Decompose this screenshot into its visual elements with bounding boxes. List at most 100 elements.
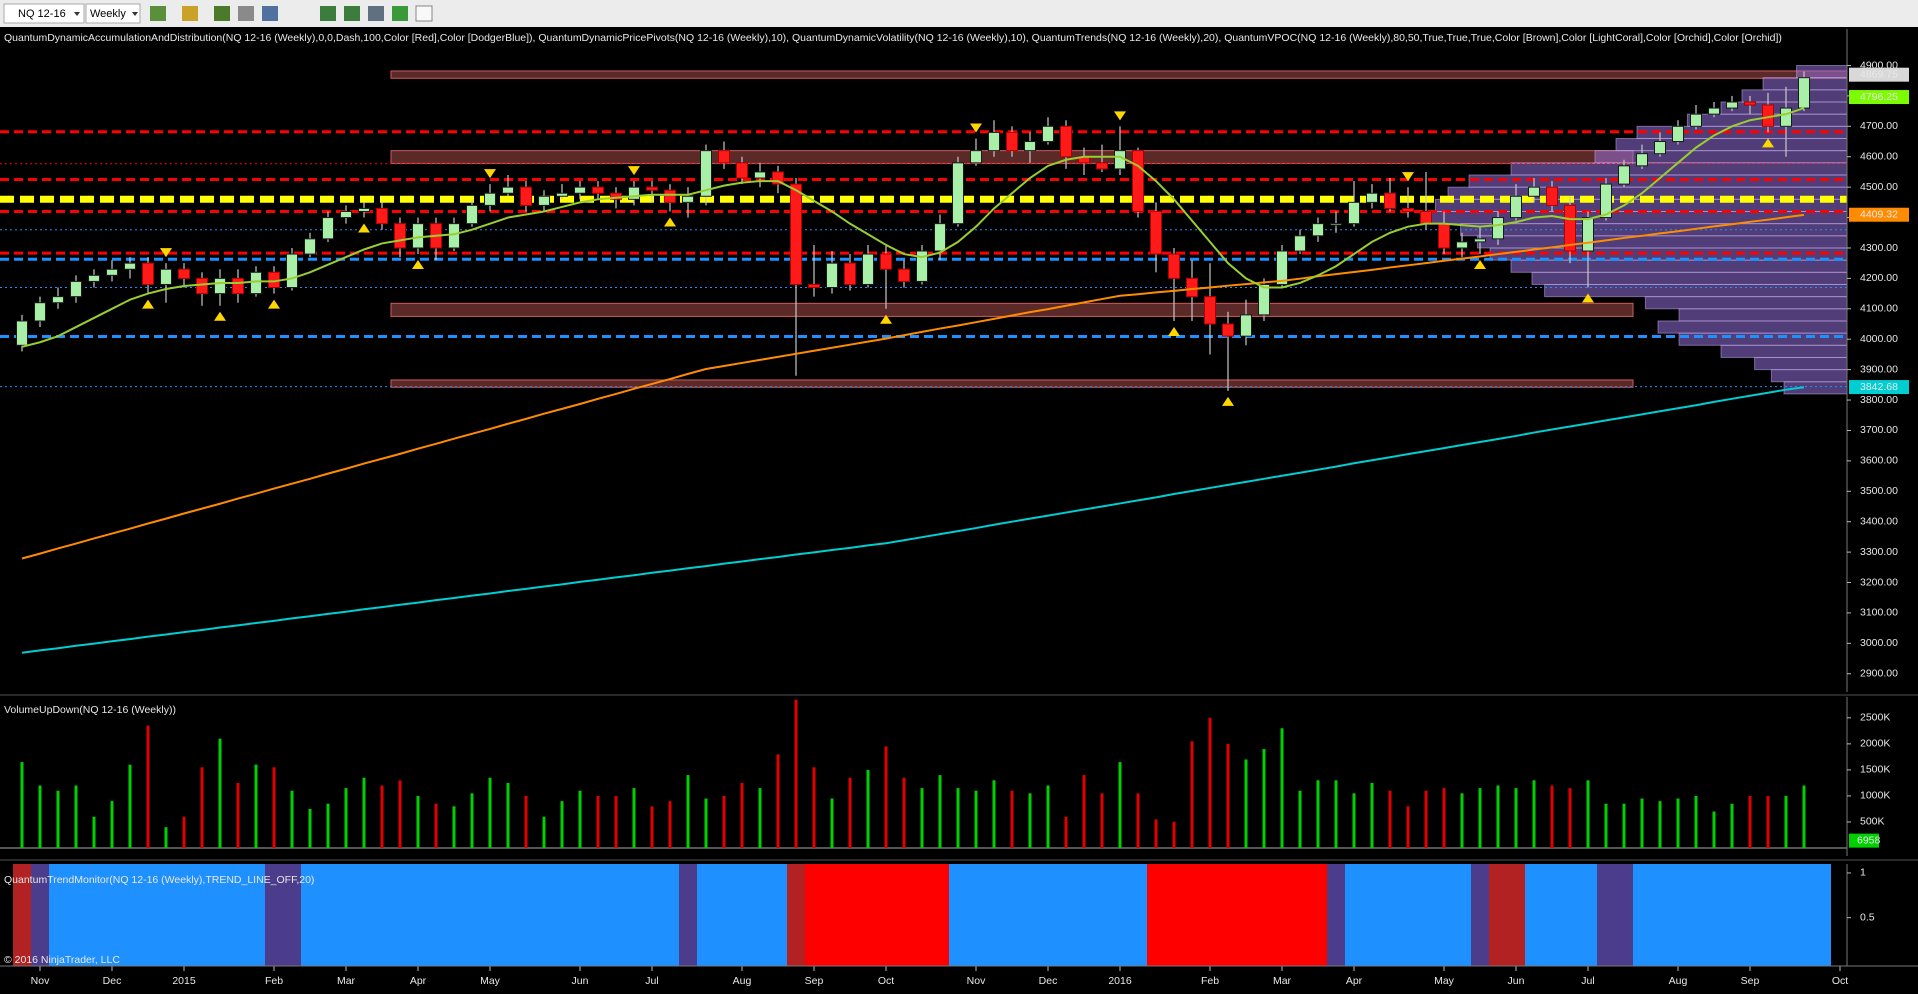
candle-body <box>1330 223 1342 226</box>
symbol-select[interactable] <box>3 3 85 24</box>
x-tick-label: Oct <box>878 975 894 987</box>
volume-bar <box>866 769 870 848</box>
volume-bar <box>938 775 942 848</box>
volume-bar <box>380 785 384 848</box>
volume-profile-bar <box>1468 174 1847 188</box>
volume-bar <box>1316 780 1320 848</box>
y-tick-label: 3500.00 <box>1860 485 1898 497</box>
pivot-high <box>970 123 982 133</box>
trend-segment <box>949 864 1147 966</box>
volume-bar <box>1244 759 1248 848</box>
price-zone <box>390 379 1634 388</box>
volume-bar <box>560 801 564 848</box>
volume-profile-bar <box>1644 296 1847 310</box>
tool-button[interactable] <box>262 6 278 21</box>
tool-button[interactable] <box>150 6 166 21</box>
candle-body <box>844 262 856 285</box>
candle-body <box>790 183 802 285</box>
candle-body <box>736 162 748 179</box>
volume-bar <box>902 777 906 848</box>
volume-bar <box>650 806 654 848</box>
volume-bar <box>290 790 294 848</box>
volume-bar <box>164 827 168 848</box>
tool-button[interactable] <box>415 5 433 22</box>
tool-button[interactable] <box>214 6 230 21</box>
candle-body <box>718 150 730 164</box>
x-tick-label: Mar <box>337 975 356 987</box>
volume-bar <box>956 788 960 848</box>
price-panel <box>0 64 1847 654</box>
trend-segment <box>31 864 49 966</box>
candle-body <box>1420 210 1432 225</box>
volume-bar <box>758 788 762 848</box>
price-tag-label: 4869.75 <box>1860 68 1898 80</box>
tool-button[interactable] <box>320 6 336 21</box>
candle-body <box>1024 141 1036 152</box>
volume-bar <box>272 767 276 848</box>
candle-body <box>358 207 370 212</box>
x-tick-label: 2015 <box>172 975 196 987</box>
x-tick-label: Nov <box>967 975 986 987</box>
candle-body <box>556 192 568 197</box>
tool-button[interactable] <box>392 6 408 21</box>
volume-bar <box>1496 785 1500 848</box>
x-tick-label: Apr <box>410 975 427 987</box>
candle-body <box>1726 101 1738 109</box>
pivot-low <box>214 311 226 321</box>
tool-button[interactable] <box>344 6 360 21</box>
trend-segment <box>697 864 787 966</box>
candle-body <box>916 250 928 282</box>
volume-profile-bar <box>1754 356 1847 371</box>
pivot-low <box>880 314 892 324</box>
volume-profile-bar <box>1615 137 1847 152</box>
volume-bar <box>1280 728 1284 848</box>
panels: 2900.00 3000.00 3100.00 3200.00 3300.00 3400.… <box>0 29 1918 987</box>
candle-body <box>484 192 496 206</box>
y-tick-label: 4500.00 <box>1860 181 1898 193</box>
volume-bar <box>1298 790 1302 848</box>
candle-body <box>772 171 784 185</box>
tool-button[interactable] <box>182 6 198 21</box>
trend-segment <box>49 864 265 966</box>
y-tick-label: 4000.00 <box>1860 333 1898 345</box>
dropdown-arrow <box>74 12 80 16</box>
candle-body <box>502 186 514 194</box>
tool-button[interactable] <box>238 6 254 21</box>
candle-body <box>1042 125 1054 143</box>
volume-bar <box>920 788 924 848</box>
volume-bar <box>56 790 60 848</box>
price-tag <box>1849 207 1909 222</box>
y-tick-label: 3400.00 <box>1860 515 1898 527</box>
pivot-low <box>1582 293 1594 303</box>
candle-body <box>1132 150 1144 212</box>
volume-bar <box>218 738 222 848</box>
interval-select[interactable] <box>85 3 141 24</box>
tool-button[interactable] <box>368 6 384 21</box>
y-tick-label: 4200.00 <box>1860 272 1898 284</box>
candle-body <box>88 274 100 282</box>
volume-bar <box>1352 793 1356 848</box>
trend-segment <box>1327 864 1345 966</box>
volume-bar <box>776 754 780 848</box>
candle-body <box>988 131 1000 152</box>
candle-body <box>646 186 658 191</box>
volume-bar <box>596 795 600 848</box>
candle-body <box>610 192 622 200</box>
y-tick-label: 3600.00 <box>1860 455 1898 467</box>
x-tick-label: May <box>480 975 501 987</box>
x-tick-label: 2016 <box>1108 975 1132 987</box>
volume-bar <box>1028 793 1032 848</box>
pivot-low <box>664 217 676 227</box>
candle-body <box>466 204 478 225</box>
x-tick-label: Mar <box>1273 975 1292 987</box>
pivot-low <box>142 299 154 309</box>
candle-body <box>1006 131 1018 152</box>
pivot-low <box>1168 326 1180 336</box>
candle-body <box>1672 125 1684 143</box>
volume-bar <box>200 767 204 848</box>
trend-segment <box>265 864 301 966</box>
pivot-low <box>1474 260 1486 270</box>
candle-body <box>808 283 820 289</box>
candle-body <box>1456 241 1468 249</box>
volume-bar <box>452 806 456 848</box>
